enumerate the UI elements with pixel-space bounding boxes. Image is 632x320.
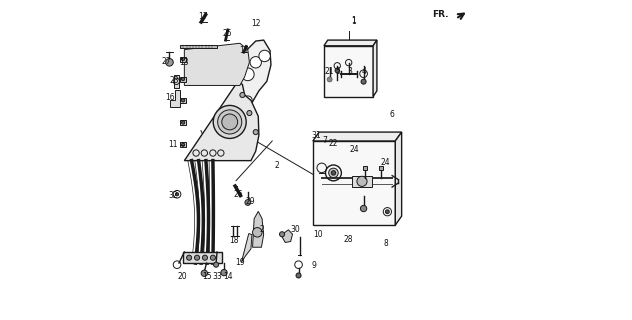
Text: 3: 3	[348, 67, 353, 76]
Circle shape	[247, 110, 252, 116]
Text: 16: 16	[165, 93, 175, 102]
Text: 1: 1	[351, 16, 356, 25]
Circle shape	[241, 68, 254, 81]
Polygon shape	[241, 234, 252, 262]
Polygon shape	[324, 46, 373, 97]
Bar	[353, 176, 372, 187]
Polygon shape	[185, 81, 259, 161]
Polygon shape	[281, 230, 293, 243]
Text: 19: 19	[235, 258, 245, 267]
Text: 4: 4	[362, 67, 367, 76]
Text: 27: 27	[161, 57, 171, 66]
Polygon shape	[324, 40, 377, 46]
Text: 31: 31	[312, 131, 322, 140]
Text: 20: 20	[178, 272, 187, 281]
Circle shape	[259, 50, 270, 62]
Circle shape	[243, 96, 252, 105]
Circle shape	[253, 130, 258, 135]
Text: 18: 18	[229, 236, 239, 245]
Circle shape	[210, 255, 216, 260]
Text: 33: 33	[212, 272, 222, 281]
Circle shape	[279, 232, 284, 237]
Circle shape	[357, 176, 367, 186]
Text: 30: 30	[291, 225, 300, 234]
Circle shape	[181, 121, 185, 124]
Text: 26: 26	[233, 190, 243, 199]
Circle shape	[202, 255, 207, 260]
Circle shape	[166, 59, 173, 66]
Circle shape	[217, 110, 242, 134]
Circle shape	[195, 255, 200, 260]
Circle shape	[296, 273, 301, 278]
Text: 14: 14	[223, 272, 233, 281]
Polygon shape	[174, 75, 179, 88]
Text: 25: 25	[222, 28, 232, 38]
Text: 24: 24	[381, 158, 391, 167]
Circle shape	[240, 92, 245, 98]
Circle shape	[253, 228, 262, 237]
Text: 5: 5	[335, 67, 340, 76]
Polygon shape	[313, 132, 402, 141]
Circle shape	[250, 57, 262, 68]
Polygon shape	[236, 40, 271, 142]
Bar	[180, 98, 186, 103]
Circle shape	[386, 210, 389, 214]
Polygon shape	[373, 40, 377, 97]
Circle shape	[201, 270, 207, 276]
Bar	[180, 120, 186, 125]
Bar	[180, 44, 217, 48]
Text: 23: 23	[169, 76, 179, 84]
Circle shape	[222, 114, 238, 130]
Text: 15: 15	[203, 272, 212, 281]
Text: 2: 2	[275, 161, 280, 170]
Circle shape	[331, 171, 336, 175]
Text: 17: 17	[198, 12, 208, 21]
Circle shape	[214, 262, 219, 267]
Polygon shape	[183, 252, 222, 263]
Text: 21: 21	[325, 67, 334, 76]
Circle shape	[361, 79, 366, 84]
Bar	[180, 76, 186, 82]
Text: 10: 10	[313, 230, 322, 239]
Bar	[180, 142, 186, 147]
Text: 2: 2	[260, 225, 264, 234]
Polygon shape	[185, 43, 250, 85]
Circle shape	[213, 105, 246, 139]
Text: 29: 29	[245, 197, 255, 206]
Text: 7: 7	[322, 136, 327, 145]
Text: 17: 17	[239, 46, 248, 55]
Bar	[379, 166, 383, 170]
Circle shape	[329, 168, 338, 178]
Text: 28: 28	[344, 235, 353, 244]
Polygon shape	[395, 132, 402, 225]
Text: FR.: FR.	[432, 10, 449, 19]
Polygon shape	[313, 141, 395, 225]
Polygon shape	[170, 90, 179, 107]
Circle shape	[335, 68, 339, 73]
Circle shape	[221, 269, 227, 276]
Text: 1: 1	[351, 17, 356, 26]
Bar	[363, 166, 367, 170]
Bar	[180, 57, 186, 62]
Circle shape	[245, 200, 251, 205]
Circle shape	[186, 255, 191, 260]
Circle shape	[176, 193, 179, 196]
Text: 12: 12	[252, 19, 261, 28]
Circle shape	[360, 205, 367, 212]
Text: 6: 6	[389, 109, 394, 118]
Text: 32: 32	[169, 191, 178, 200]
Circle shape	[181, 58, 185, 61]
Text: 9: 9	[312, 261, 317, 270]
Circle shape	[181, 77, 185, 81]
Text: 8: 8	[384, 239, 388, 248]
Text: 22: 22	[329, 139, 338, 148]
Circle shape	[181, 99, 185, 102]
Polygon shape	[253, 212, 264, 247]
Text: 11: 11	[168, 140, 178, 149]
Circle shape	[181, 143, 185, 146]
Text: 13: 13	[179, 58, 189, 67]
Text: 24: 24	[350, 145, 360, 154]
Circle shape	[327, 77, 332, 82]
